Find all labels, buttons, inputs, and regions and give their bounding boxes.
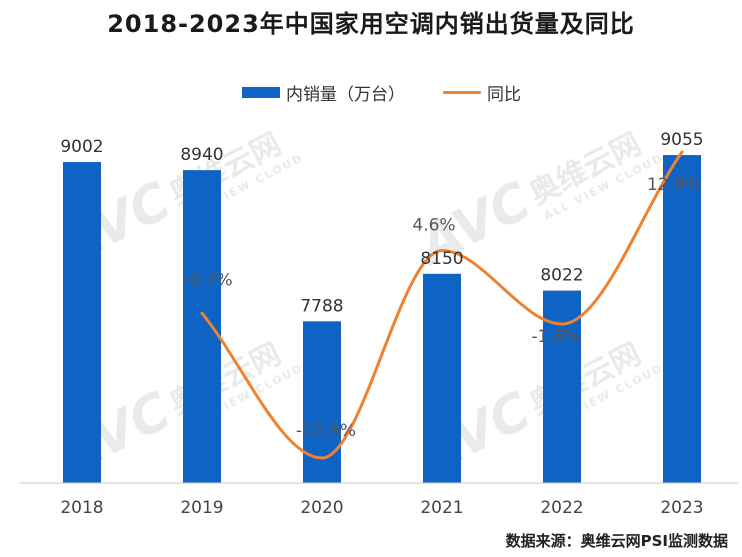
legend-item-sales: 内销量（万台） xyxy=(242,80,405,105)
chart-title: 2018-2023年中国家用空调内销出货量及同比 xyxy=(107,10,635,38)
x-tick-label: 2023 xyxy=(660,498,703,518)
yoy-line xyxy=(200,150,684,460)
bar-2018 xyxy=(63,162,101,483)
yoy-value-label: -1.6% xyxy=(531,327,580,347)
legend-line-swatch xyxy=(443,91,481,94)
bar-value-labels: 9002 8940 7788 8150 8022 9055 xyxy=(60,130,703,316)
x-tick-label: 2021 xyxy=(420,498,463,518)
bar-value-label: 7788 xyxy=(300,296,343,316)
yoy-value-label: -0.7% xyxy=(183,270,232,290)
legend-item-yoy: 同比 xyxy=(443,80,521,105)
legend-label-sales: 内销量（万台） xyxy=(286,85,405,105)
bar-value-label: 8150 xyxy=(420,249,463,269)
legend-bar-swatch xyxy=(242,87,280,98)
yoy-value-labels: -0.7% -12.9% 4.6% -1.6% 12.9% xyxy=(183,175,701,441)
bar-2021 xyxy=(423,273,461,483)
bar-2019 xyxy=(183,170,221,484)
yoy-value-label: -12.9% xyxy=(296,421,356,441)
legend: 内销量（万台） 同比 xyxy=(0,80,742,105)
bar-value-label: 9002 xyxy=(60,137,103,157)
x-tick-label: 2018 xyxy=(60,498,103,518)
x-axis-ticks: 2018 2019 2020 2021 2022 2023 xyxy=(60,498,703,518)
bar-2023 xyxy=(663,155,701,484)
yoy-value-label: 12.9% xyxy=(647,175,701,195)
bar-value-label: 8940 xyxy=(180,145,223,165)
x-tick-label: 2019 xyxy=(180,498,223,518)
x-tick-label: 2020 xyxy=(300,498,343,518)
data-source: 数据来源：奥维云网PSI监测数据 xyxy=(505,532,728,550)
bar-value-label: 8022 xyxy=(540,266,583,286)
x-tick-label: 2022 xyxy=(540,498,583,518)
yoy-value-label: 4.6% xyxy=(412,215,455,235)
legend-label-yoy: 同比 xyxy=(487,85,521,105)
bar-value-label: 9055 xyxy=(660,130,703,150)
